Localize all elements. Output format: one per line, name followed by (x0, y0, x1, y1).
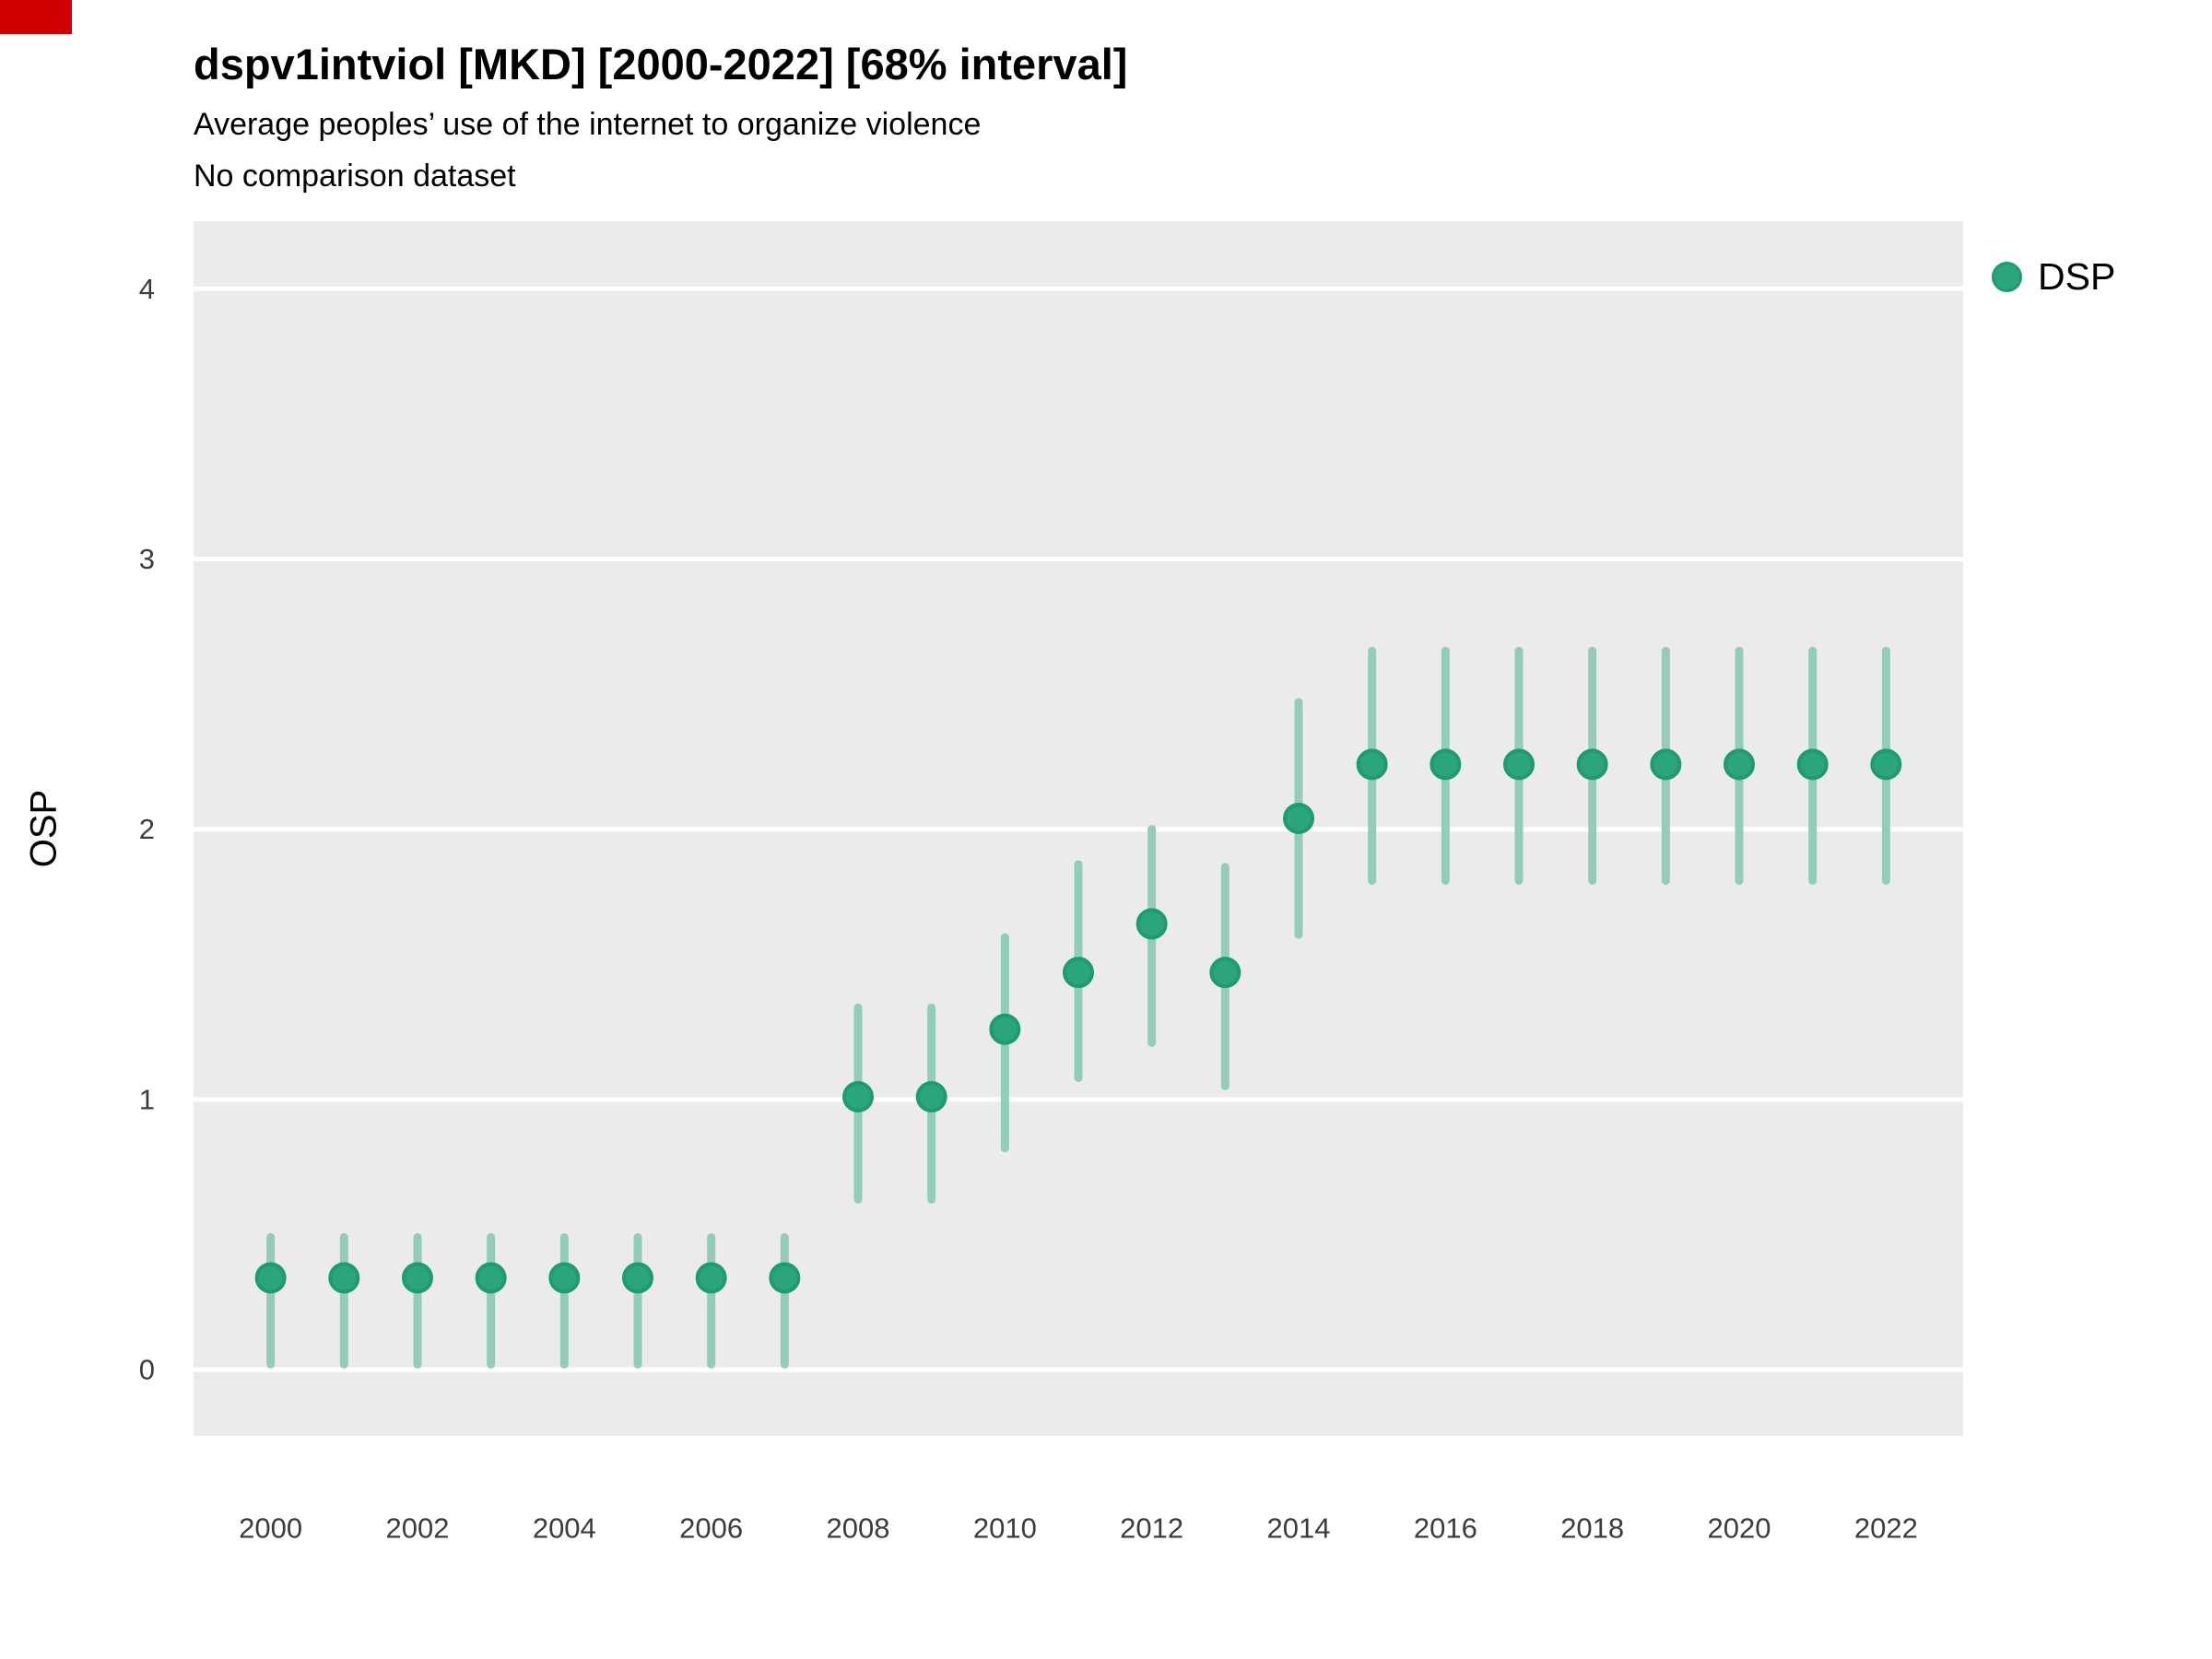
data-point-2016 (1430, 748, 1462, 781)
data-point-2011 (1063, 957, 1094, 989)
data-point-2002 (401, 1262, 433, 1294)
data-point-2013 (1209, 957, 1241, 989)
y-tick-label: 2 (139, 813, 155, 845)
x-tick-label: 2020 (1708, 1512, 1771, 1545)
chart-subtitle: Average peoples’ use of the internet to … (194, 107, 982, 142)
data-point-2004 (548, 1262, 581, 1294)
data-point-2018 (1576, 748, 1608, 781)
data-point-2007 (769, 1262, 801, 1294)
data-point-2010 (989, 1013, 1021, 1045)
y-tick-label: 1 (139, 1083, 155, 1115)
y-tick-label: 4 (139, 273, 155, 305)
data-point-2012 (1135, 908, 1168, 940)
data-point-2006 (695, 1262, 727, 1294)
legend-point-icon (1992, 261, 2022, 292)
data-point-2021 (1796, 748, 1829, 781)
data-point-2001 (328, 1262, 360, 1294)
legend-label: DSP (2038, 254, 2116, 298)
data-point-2005 (621, 1262, 653, 1294)
data-point-2009 (915, 1081, 947, 1113)
x-tick-label: 2016 (1414, 1512, 1477, 1545)
x-tick-label: 2010 (973, 1512, 1037, 1545)
red-corner-marker (0, 0, 72, 34)
x-tick-label: 2004 (533, 1512, 596, 1545)
data-point-2020 (1724, 748, 1756, 781)
data-point-2008 (841, 1081, 874, 1113)
chart-title: dspv1intviol [MKD] [2000-2022] [68% inte… (194, 40, 1128, 88)
x-tick-label: 2018 (1560, 1512, 1624, 1545)
y-tick-label: 0 (139, 1354, 155, 1386)
x-tick-label: 2012 (1120, 1512, 1183, 1545)
y-tick-label: 3 (139, 543, 155, 575)
data-point-2017 (1503, 748, 1535, 781)
data-point-2003 (475, 1262, 507, 1294)
x-tick-label: 2006 (679, 1512, 743, 1545)
data-point-2019 (1650, 748, 1682, 781)
legend: DSP (1992, 254, 2115, 299)
data-point-2022 (1870, 748, 1902, 781)
chart-note: No comparison dataset (194, 159, 516, 194)
x-tick-label: 2000 (239, 1512, 302, 1545)
x-tick-label: 2014 (1267, 1512, 1331, 1545)
data-point-2000 (254, 1262, 287, 1294)
x-tick-label: 2002 (386, 1512, 450, 1545)
x-tick-label: 2008 (827, 1512, 890, 1545)
x-tick-label: 2022 (1854, 1512, 1918, 1545)
data-point-2014 (1283, 803, 1315, 835)
data-point-2015 (1356, 748, 1388, 781)
